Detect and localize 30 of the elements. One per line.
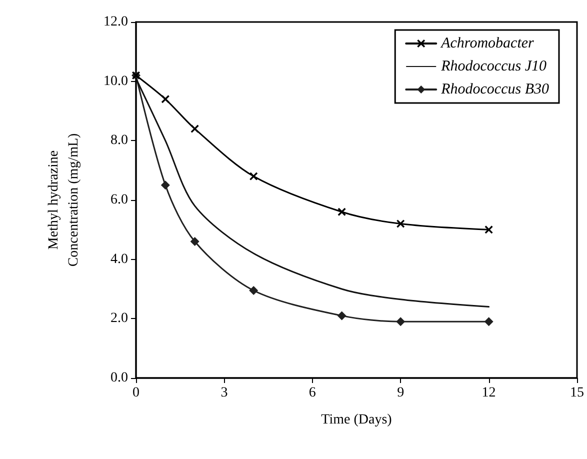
- point: [160, 180, 170, 190]
- x-tick-label: 9: [397, 386, 404, 400]
- x-tick-label: 0: [132, 386, 140, 400]
- point: [484, 317, 494, 326]
- x-tick-label: 12: [482, 386, 496, 400]
- x-axis-title: Time (Days): [321, 412, 392, 428]
- point: [190, 237, 200, 246]
- y-tick-label: 12.0: [104, 14, 128, 30]
- y-tick-label: 2.0: [110, 311, 128, 326]
- y-axis-title: Methyl hydrazine Concentration (mg/mL): [46, 132, 82, 267]
- y-tick-label: 4.0: [110, 252, 128, 267]
- legend-label: Rhodococcus B30: [440, 82, 550, 98]
- point: [337, 311, 346, 320]
- point: [250, 172, 258, 180]
- point: [190, 124, 199, 133]
- y-tick-label: 8.0: [110, 133, 128, 148]
- point: [161, 95, 170, 104]
- x-tick-label: 3: [220, 386, 228, 400]
- y-tick-label: 10.0: [104, 74, 128, 89]
- point: [249, 286, 258, 295]
- point: [396, 317, 406, 326]
- y-tick-label: 6.0: [110, 192, 128, 208]
- x-tick-label: 6: [308, 386, 316, 400]
- legend-label: Achromobacter: [440, 36, 534, 52]
- y-tick-label: 0.0: [110, 370, 128, 386]
- point: [396, 220, 405, 228]
- legend-label: Rhodococcus J10: [440, 58, 547, 74]
- point: [484, 226, 493, 234]
- point: [338, 208, 346, 216]
- x-tick-label: 15: [570, 386, 584, 400]
